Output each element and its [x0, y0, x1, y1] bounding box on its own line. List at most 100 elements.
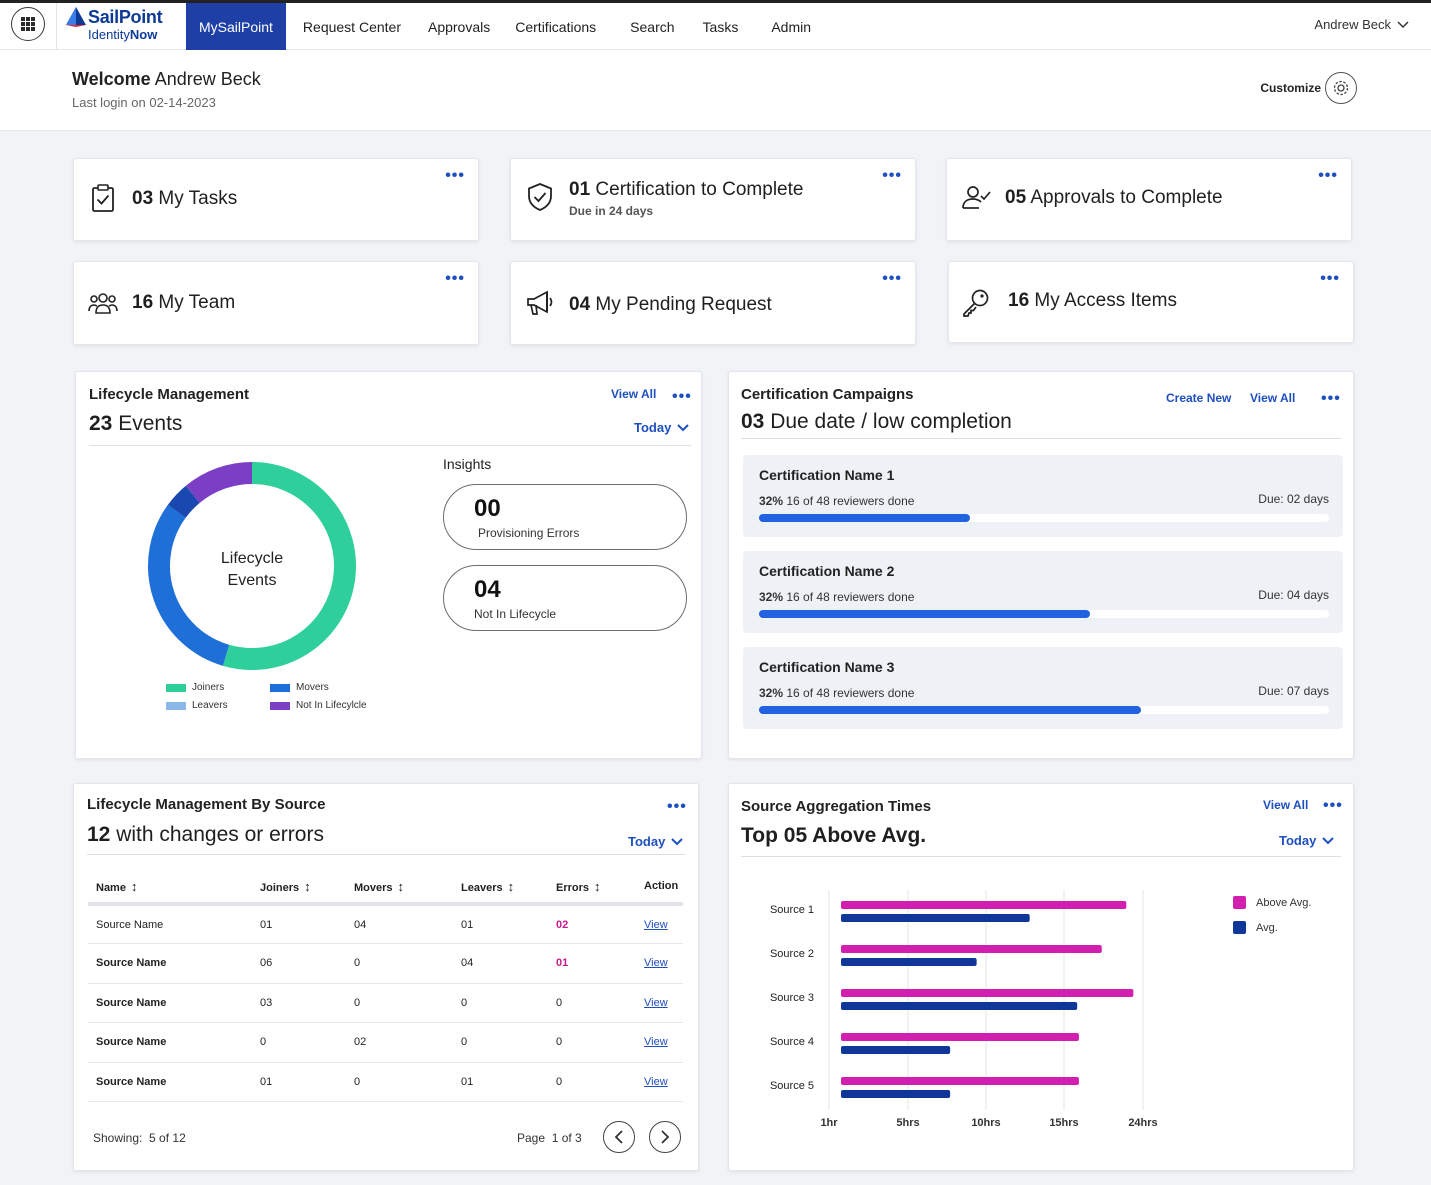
- lifecycle-count: 23 Events: [89, 412, 183, 435]
- more-options-icon[interactable]: •••: [1323, 797, 1343, 814]
- stat-my-team: 16 My Team: [132, 292, 236, 313]
- more-options-icon[interactable]: •••: [1321, 390, 1341, 407]
- sort-icon[interactable]: ↕: [304, 878, 311, 894]
- nav-item-admin[interactable]: Admin: [771, 18, 812, 35]
- next-page-button[interactable]: [649, 1121, 681, 1153]
- previous-page-button[interactable]: [603, 1121, 635, 1153]
- lifecycle-view-all-link[interactable]: View All: [611, 387, 657, 401]
- certification-item[interactable]: Certification Name 1 32% 16 of 48 review…: [743, 455, 1343, 537]
- customize-button[interactable]: Customize: [1260, 81, 1321, 95]
- column-header-name[interactable]: Name ↕: [88, 870, 252, 906]
- column-header-movers[interactable]: Movers ↕: [346, 870, 453, 906]
- more-options-icon[interactable]: •••: [445, 270, 465, 287]
- campaigns-view-all-link[interactable]: View All: [1250, 391, 1296, 405]
- create-new-link[interactable]: Create New: [1166, 391, 1232, 405]
- stat-card-pending-request[interactable]: ••• 04 My Pending Request: [510, 261, 916, 345]
- more-options-icon[interactable]: •••: [667, 798, 687, 815]
- megaphone-icon: [527, 290, 553, 315]
- lifecycle-donut-chart: [148, 462, 356, 670]
- nav-item-search[interactable]: Search: [630, 18, 675, 35]
- stat-access-items: 16 My Access Items: [1008, 290, 1177, 311]
- lifecycle-by-source-panel: Lifecycle Management By Source 12 with c…: [73, 783, 699, 1171]
- cell-joiners: 03: [252, 983, 346, 1023]
- more-options-icon[interactable]: •••: [882, 270, 902, 287]
- stat-card-my-team[interactable]: ••• 16 My Team: [73, 261, 479, 345]
- bar-above-avg-1: [841, 901, 1127, 909]
- column-header-joiners[interactable]: Joiners ↕: [252, 870, 346, 906]
- stat-certification-due: Due in 24 days: [569, 204, 654, 218]
- cell-joiners: 06: [252, 943, 346, 984]
- aggregation-view-all-link[interactable]: View All: [1263, 798, 1309, 812]
- table-row: Source Name 0 02 0 0 View: [88, 1022, 683, 1063]
- progress-bar-track: [759, 514, 1329, 522]
- nav-item-approvals[interactable]: Approvals: [427, 18, 491, 35]
- view-link[interactable]: View: [644, 1036, 668, 1049]
- chevron-down-icon: [677, 423, 690, 431]
- chevron-down-icon: [671, 837, 684, 845]
- last-login: Last login on 02-14-2023: [72, 95, 216, 110]
- cell-name: Source Name: [88, 1022, 252, 1063]
- insight-value: 04: [474, 576, 501, 603]
- gear-icon[interactable]: [1325, 72, 1357, 104]
- insight-not-in-lifecycle[interactable]: 04 Not In Lifecycle: [443, 565, 687, 631]
- by-source-title: Lifecycle Management By Source: [87, 796, 326, 813]
- more-options-icon[interactable]: •••: [1318, 167, 1338, 184]
- insight-provisioning-errors[interactable]: 00 Provisioning Errors: [443, 484, 687, 550]
- legend-swatch: [270, 683, 290, 692]
- more-options-icon[interactable]: •••: [1320, 270, 1340, 287]
- stat-card-access-items[interactable]: ••• 16 My Access Items: [948, 261, 1354, 343]
- sort-icon[interactable]: ↕: [507, 878, 515, 894]
- panel-divider: [741, 856, 1341, 857]
- y-category-label: Source 2: [770, 948, 814, 960]
- user-name: Andrew Beck: [1314, 17, 1391, 32]
- chevron-down-icon: [1397, 20, 1409, 28]
- sort-icon[interactable]: ↕: [130, 878, 138, 894]
- view-link[interactable]: View: [644, 957, 668, 970]
- chevron-left-icon: [614, 1130, 623, 1144]
- welcome-banner: Welcome Andrew Beck Last login on 02-14-…: [0, 50, 1431, 131]
- progress-bar-fill: [759, 706, 1141, 714]
- panel-divider: [89, 445, 691, 446]
- column-header-leavers[interactable]: Leavers ↕: [453, 870, 548, 906]
- logo-subtext: IdentityNow: [88, 27, 158, 42]
- legend-swatch: [1233, 921, 1246, 934]
- column-header-errors[interactable]: Errors ↕: [548, 870, 636, 906]
- cell-movers: 02: [346, 1022, 453, 1063]
- view-link[interactable]: View: [644, 996, 668, 1009]
- nav-item-tasks[interactable]: Tasks: [702, 18, 739, 35]
- nav-item-certifications[interactable]: Certifications: [515, 18, 597, 35]
- table-row: Source Name 03 0 0 0 View: [88, 983, 683, 1023]
- cell-errors: 0: [548, 1062, 636, 1102]
- top-nav-bar: SailPoint IdentityNow MySailPoint Reques…: [0, 0, 1431, 50]
- certification-item[interactable]: Certification Name 3 32% 16 of 48 review…: [743, 647, 1343, 729]
- more-options-icon[interactable]: •••: [672, 388, 692, 405]
- campaigns-title: Certification Campaigns: [741, 386, 914, 403]
- sailpoint-logo[interactable]: SailPoint IdentityNow: [64, 5, 174, 45]
- lifecycle-today-dropdown[interactable]: Today: [634, 420, 690, 435]
- sort-icon[interactable]: ↕: [594, 878, 601, 894]
- by-source-count: 12 with changes or errors: [87, 823, 324, 846]
- certification-campaigns-panel: Certification Campaigns 03 Due date / lo…: [728, 371, 1354, 759]
- more-options-icon[interactable]: •••: [445, 167, 465, 184]
- stat-card-approvals[interactable]: ••• 05 Approvals to Complete: [946, 158, 1352, 241]
- view-link[interactable]: View: [644, 1075, 668, 1088]
- nav-item-request-center[interactable]: Request Center: [302, 18, 401, 35]
- cell-joiners: 01: [252, 904, 346, 944]
- view-link[interactable]: View: [644, 918, 668, 931]
- source-table: Name ↕ Joiners ↕ Movers ↕ Leavers ↕ Errors ↕ …: [88, 870, 683, 1102]
- legend-swatch: [166, 683, 186, 692]
- sort-icon[interactable]: ↕: [397, 878, 405, 894]
- cell-joiners: 0: [252, 1022, 346, 1063]
- progress-bar-track: [759, 706, 1329, 714]
- aggregation-today-dropdown[interactable]: Today: [1279, 833, 1335, 848]
- by-source-today-dropdown[interactable]: Today: [628, 834, 684, 849]
- stat-card-certification[interactable]: ••• 01 Certification to Complete Due in …: [510, 158, 916, 241]
- more-options-icon[interactable]: •••: [882, 167, 902, 184]
- cell-movers: 0: [346, 983, 453, 1023]
- nav-item-mysailpoint[interactable]: MySailPoint: [186, 3, 286, 50]
- app-launcher-icon[interactable]: [11, 7, 45, 41]
- user-menu[interactable]: Andrew Beck: [1314, 17, 1409, 32]
- certification-item[interactable]: Certification Name 2 32% 16 of 48 review…: [743, 551, 1343, 633]
- chevron-down-icon: [1322, 836, 1335, 844]
- stat-card-my-tasks[interactable]: ••• 03 My Tasks: [73, 158, 479, 241]
